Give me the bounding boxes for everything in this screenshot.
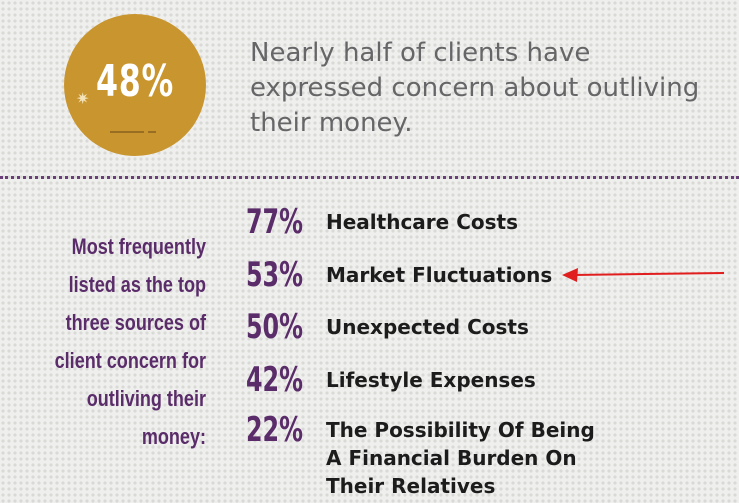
badge-dash-decoration-small — [148, 131, 156, 133]
badge-dash-decoration — [110, 131, 144, 133]
stat-percent: 53% — [246, 255, 303, 295]
stat-label: Unexpected Costs — [326, 315, 529, 339]
stat-label: Lifestyle Expenses — [326, 368, 536, 392]
stats-list: 77% Healthcare Costs 53% Market Fluctuat… — [246, 200, 726, 500]
stat-percent: 50% — [246, 307, 303, 347]
left-arrow-icon — [562, 268, 725, 282]
stat-percent: 77% — [246, 202, 303, 242]
dotted-divider — [0, 176, 739, 179]
stat-label: Healthcare Costs — [326, 210, 518, 234]
sparkle-icon: ✷ — [76, 91, 90, 108]
side-caption: Most frequently listed as the top three … — [54, 234, 207, 449]
stat-label: Market Fluctuations — [326, 263, 553, 287]
headline: Nearly half of clients have expressed co… — [250, 38, 700, 138]
stat-percent: 42% — [246, 360, 303, 400]
percent-badge: ✷ 48% — [64, 14, 206, 156]
badge-value: 48% — [95, 56, 174, 107]
stat-label: The Possibility Of Being A Financial Bur… — [326, 418, 595, 498]
stat-percent: 22% — [246, 410, 303, 450]
